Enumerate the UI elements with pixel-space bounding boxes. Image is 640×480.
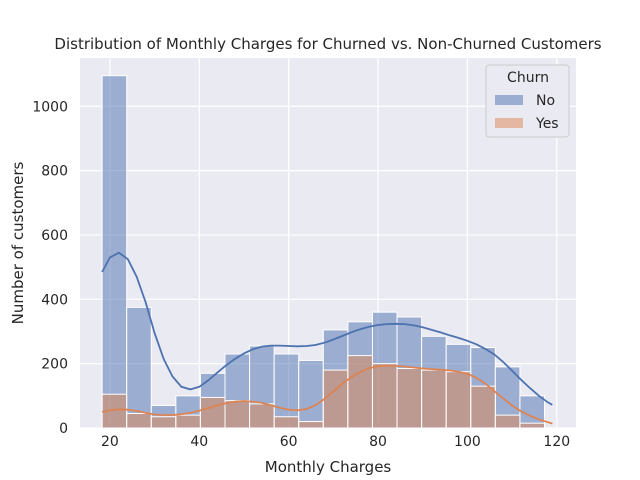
x-tick-label: 40	[190, 434, 208, 450]
x-tick-label: 80	[369, 434, 387, 450]
y-tick-label: 0	[59, 421, 68, 437]
bar-yes	[322, 369, 349, 429]
bar-no	[298, 359, 324, 429]
legend-title: Churn	[507, 70, 549, 86]
y-tick-label: 600	[41, 228, 68, 244]
x-tick-label: 100	[454, 434, 481, 450]
bar-yes	[298, 421, 324, 429]
y-tick-labels: 0 200 400 600 800 1000	[32, 99, 68, 437]
x-tick-label: 20	[101, 434, 119, 450]
grid-lines	[80, 58, 576, 429]
x-tick-label: 120	[543, 434, 570, 450]
bar-yes	[199, 396, 226, 429]
bar-yes	[175, 414, 201, 429]
bar-no	[126, 306, 152, 429]
bar-yes	[470, 385, 496, 429]
bar-yes	[519, 422, 545, 429]
bar-yes	[150, 416, 177, 429]
kde-line-no	[101, 251, 553, 406]
bar-yes	[249, 403, 275, 429]
x-tick-labels: 20 40 60 80 100 120	[101, 434, 570, 450]
bar-yes	[421, 369, 447, 429]
y-axis-label: Number of customers	[9, 161, 27, 324]
bar-yes	[371, 363, 398, 429]
y-tick-label: 200	[41, 357, 68, 373]
bar-yes	[126, 413, 152, 429]
x-axis-label: Monthly Charges	[265, 458, 392, 476]
legend-label-yes: Yes	[535, 116, 559, 132]
kde-curves	[101, 251, 553, 425]
bar-yes	[494, 414, 521, 429]
legend-swatch-no	[495, 95, 523, 105]
bar-yes	[445, 371, 472, 429]
y-tick-label: 1000	[32, 99, 68, 115]
x-tick-label: 60	[280, 434, 298, 450]
bar-yes	[224, 400, 251, 429]
bar-yes	[396, 367, 423, 429]
legend-label-no: No	[536, 93, 555, 109]
y-tick-label: 800	[41, 164, 68, 180]
legend: Churn No Yes	[485, 64, 570, 138]
y-tick-label: 400	[41, 292, 68, 308]
bar-no	[101, 75, 128, 429]
bars-series-no	[101, 75, 545, 429]
bar-yes	[347, 355, 373, 429]
bar-yes	[273, 416, 300, 429]
kde-line-yes	[101, 364, 553, 425]
chart-title: Distribution of Monthly Charges for Chur…	[54, 35, 601, 53]
legend-swatch-yes	[495, 118, 523, 128]
